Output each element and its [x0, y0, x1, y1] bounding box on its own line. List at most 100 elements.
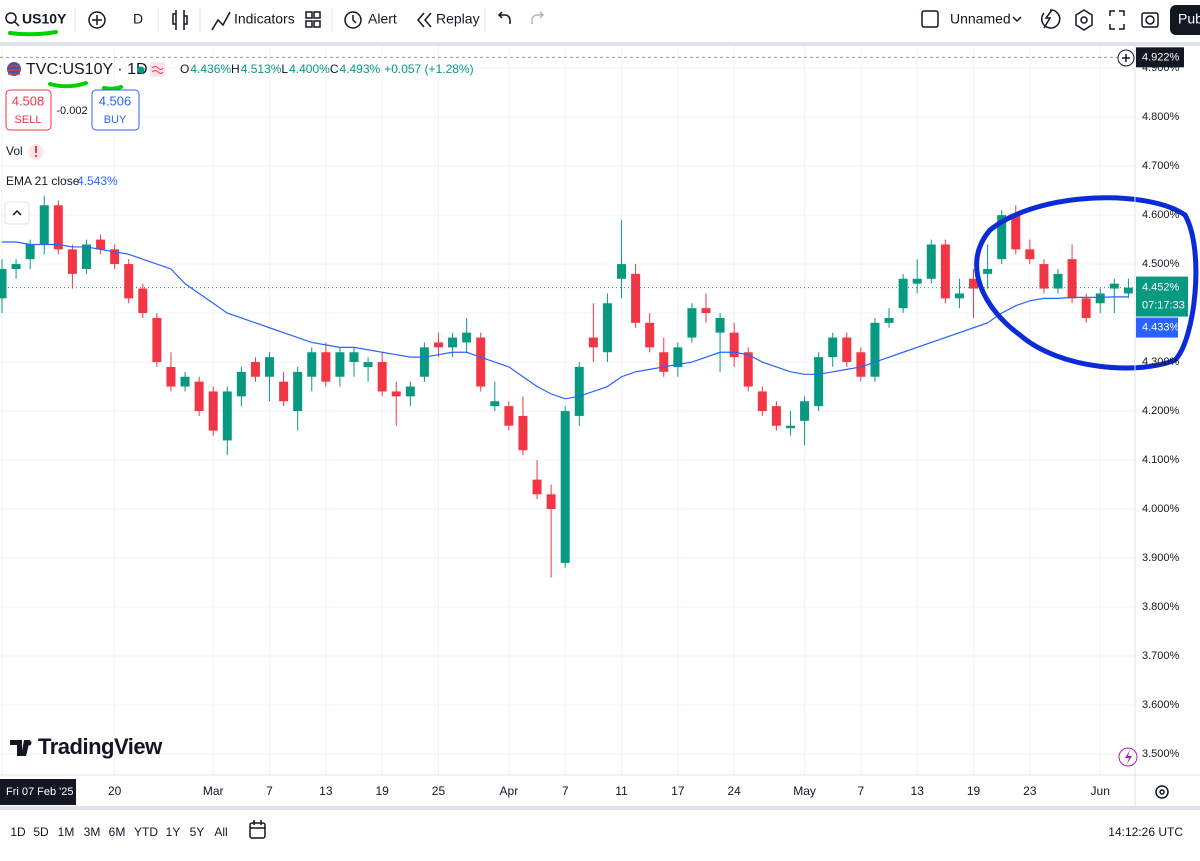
layout-checkbox[interactable]: [921, 10, 939, 28]
ohlc-legend: O4.436%H4.513%L4.400%C4.493% +0.057 (+1.2…: [180, 62, 474, 76]
range-button[interactable]: All: [214, 825, 227, 839]
undo-button[interactable]: [497, 11, 511, 24]
candle-body: [518, 415, 528, 451]
y-tick-label: 4.500%: [1142, 258, 1180, 270]
snapshot-button[interactable]: [1141, 12, 1159, 28]
x-tick-label: 24: [727, 784, 741, 798]
range-button[interactable]: 5D: [33, 825, 49, 839]
x-tick-label: Fri 07 Feb '25: [6, 786, 74, 798]
collapse-legend-button[interactable]: [4, 201, 30, 225]
candle-body: [391, 391, 401, 397]
templates-icon[interactable]: [305, 11, 313, 19]
y-tick-label: 3.700%: [1142, 650, 1180, 662]
range-button[interactable]: 1Y: [166, 825, 181, 839]
candle-body: [25, 244, 35, 260]
range-button[interactable]: 1D: [10, 825, 26, 839]
highlight-underline: [48, 81, 123, 91]
clock[interactable]: 14:12:26 UTC: [1108, 825, 1183, 839]
candle-body: [81, 244, 91, 269]
candle-body: [307, 352, 317, 377]
ohlc-value: 4.513%: [241, 62, 282, 76]
candle-body: [433, 342, 443, 348]
ema-value: 4.543%: [77, 174, 118, 188]
warning-dot: [35, 155, 37, 157]
watermark-logo-dot: [26, 740, 32, 746]
y-tick-label: 3.900%: [1142, 552, 1180, 564]
symbol-search[interactable]: US10Y: [22, 11, 67, 27]
date-range-button[interactable]: [249, 822, 266, 839]
candle-body: [152, 317, 162, 363]
search-icon[interactable]: [5, 12, 17, 24]
chart-type-button[interactable]: [172, 10, 188, 30]
candle-body: [842, 337, 852, 363]
candle-body: [983, 268, 993, 274]
quick-search-button[interactable]: [1041, 9, 1061, 29]
y-tick-label: 4.200%: [1142, 405, 1180, 417]
data-status-waves: [151, 66, 164, 74]
candle-body: [1081, 298, 1091, 318]
volume-indicator[interactable]: Vol: [6, 144, 23, 158]
candle-body: [743, 352, 753, 387]
x-tick-label: 19: [375, 784, 389, 798]
toolbar-border: [0, 42, 1200, 46]
y-tick-label: 3.800%: [1142, 601, 1180, 613]
range-button[interactable]: 6M: [109, 825, 126, 839]
candle-body: [208, 391, 218, 431]
candle-body: [1095, 293, 1105, 304]
time-axis-highlight: [0, 779, 76, 805]
alert-button[interactable]: Alert: [368, 11, 397, 27]
candle-body: [687, 308, 697, 338]
candle-body: [363, 362, 373, 367]
sell-price: 4.508: [12, 93, 45, 108]
candle-body: [560, 411, 570, 563]
settings-button[interactable]: [1075, 9, 1093, 31]
candle-body: [1011, 215, 1021, 250]
ema-line: [2, 241, 1129, 400]
redo-button[interactable]: [531, 11, 545, 24]
fullscreen-button[interactable]: [1109, 10, 1125, 30]
candle-body: [180, 376, 190, 387]
range-button[interactable]: 3M: [84, 825, 101, 839]
candle-body: [997, 215, 1007, 260]
y-tick-label: 4.700%: [1142, 160, 1180, 172]
templates-icon: [313, 20, 321, 28]
legend-symbol[interactable]: TVC:US10Y · 1D: [26, 61, 148, 78]
search-icon-handle: [14, 21, 20, 27]
buy-button[interactable]: [91, 89, 140, 131]
candle-body: [293, 371, 303, 412]
candle-body: [898, 278, 908, 309]
countdown-label: 07:17:33: [1142, 299, 1185, 311]
candle-body: [969, 278, 979, 289]
spread: -0.002: [56, 105, 87, 117]
candle-body: [321, 352, 331, 382]
axis-settings-center: [1159, 789, 1165, 795]
candle-body: [701, 308, 711, 314]
interval-button[interactable]: D: [133, 11, 143, 27]
layout-dropdown[interactable]: [1012, 16, 1022, 23]
y-tick-label: 3.500%: [1142, 748, 1180, 760]
range-button[interactable]: 1M: [58, 825, 75, 839]
ema-price-box: [1136, 317, 1178, 338]
x-tick-label: 25: [432, 784, 446, 798]
indicators-button[interactable]: Indicators: [234, 11, 295, 27]
x-tick-label: 7: [858, 784, 865, 798]
range-button[interactable]: 5Y: [190, 825, 205, 839]
ohlc-key: C: [330, 62, 339, 76]
x-tick-label: 23: [1023, 784, 1037, 798]
replay-button[interactable]: Replay: [436, 11, 480, 27]
candle-body: [504, 406, 514, 426]
candle-body: [602, 303, 612, 353]
candle-body: [377, 362, 387, 392]
compare-button[interactable]: [88, 11, 106, 29]
calendar-icon: [250, 820, 265, 829]
x-tick-label: Jun: [1091, 784, 1110, 798]
range-button[interactable]: YTD: [134, 825, 158, 839]
settings-icon-center: [1080, 16, 1088, 24]
sell-button[interactable]: [5, 89, 52, 131]
x-tick-label: 11: [615, 784, 628, 798]
toolbar: [0, 0, 1200, 42]
publish-button[interactable]: [1170, 5, 1200, 35]
ema-name[interactable]: EMA 21 close: [6, 174, 80, 188]
layout-name[interactable]: Unnamed: [950, 11, 1011, 27]
axis-settings-button[interactable]: [1155, 785, 1169, 799]
